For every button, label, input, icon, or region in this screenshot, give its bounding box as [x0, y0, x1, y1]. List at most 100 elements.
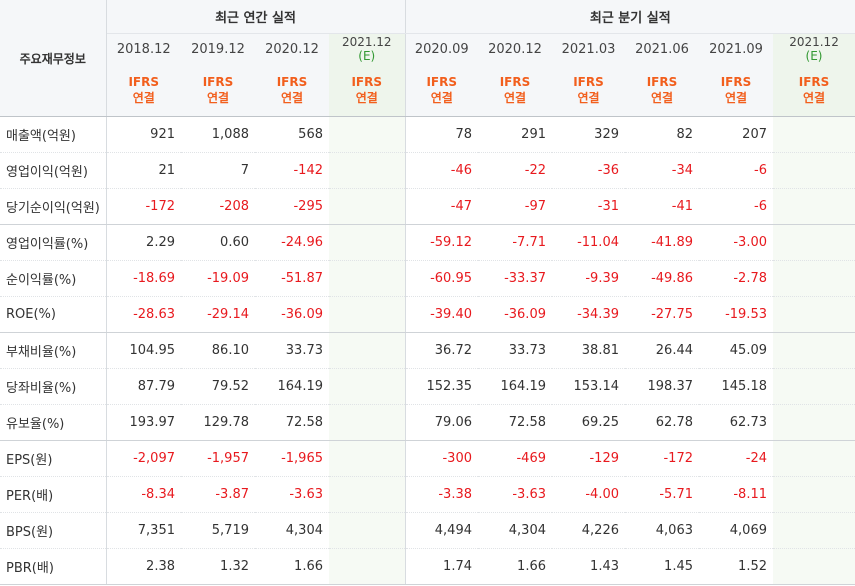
accounting-basis-4: IFRS 연결 — [404, 64, 478, 117]
ifrs-label: IFRS — [646, 75, 678, 89]
period-label: 2021.12 — [789, 35, 839, 49]
value-cell — [329, 296, 405, 333]
period-label: 2021.12 — [341, 35, 392, 49]
consolidation-label: 연결 — [206, 91, 230, 105]
value-cell: -31 — [552, 188, 625, 225]
value-cell — [329, 512, 405, 549]
consolidation-label: 연결 — [430, 91, 453, 105]
table-row: EPS(원) -2,097 -1,957 -1,965 -300 -469 -129 -172… — [0, 440, 855, 477]
consolidation-label: 연결 — [132, 91, 155, 105]
value-cell: 62.73 — [699, 404, 773, 441]
period-label: 2020.12 — [265, 41, 319, 57]
value-cell — [329, 368, 405, 405]
period-header-5: 2020.12 — [478, 33, 552, 64]
quarterly-results-title: 최근 분기 실적 — [404, 0, 855, 34]
value-cell: -142 — [255, 152, 329, 189]
period-label: 2020.12 — [488, 41, 542, 57]
value-cell: -1,965 — [255, 440, 329, 477]
table-row: 영업이익률(%) 2.29 0.60 -24.96 -59.12 -7.71 -11.04-… — [0, 224, 855, 261]
value-cell — [329, 260, 405, 297]
value-cell: 198.37 — [625, 368, 699, 405]
consolidation-label: 연결 — [650, 91, 674, 105]
row-label: 영업이익률(%) — [0, 224, 107, 261]
value-cell: 26.44 — [625, 332, 699, 369]
table-row: 부채비율(%) 104.95 86.10 33.73 36.72 33.73 38.81 26… — [0, 332, 855, 369]
accounting-basis-7: IFRS 연결 — [625, 64, 699, 117]
accounting-basis-2: IFRS 연결 — [255, 64, 329, 117]
value-cell: 145.18 — [699, 368, 773, 405]
ifrs-label: IFRS — [276, 75, 308, 89]
value-cell: -5.71 — [625, 476, 699, 513]
consolidation-label: 연결 — [355, 91, 378, 105]
value-cell: 78 — [404, 116, 478, 153]
period-header-1: 2019.12 — [181, 33, 255, 64]
period-header-9: 2021.12 (E) — [773, 33, 855, 64]
value-cell: -172 — [106, 188, 181, 225]
ifrs-label: IFRS — [499, 75, 531, 89]
value-cell — [329, 224, 405, 261]
value-cell: 38.81 — [552, 332, 625, 369]
accounting-basis-5: IFRS 연결 — [478, 64, 552, 117]
period-label: 2019.12 — [191, 41, 245, 57]
value-cell: -59.12 — [404, 224, 478, 261]
value-cell: -172 — [625, 440, 699, 477]
value-cell: 36.72 — [404, 332, 478, 369]
value-cell: -34.39 — [552, 296, 625, 333]
consolidation-label: 연결 — [724, 91, 748, 105]
table-row: 유보율(%) 193.97 129.78 72.58 79.06 72.58 69.25 62… — [0, 404, 855, 441]
value-cell — [773, 224, 855, 261]
value-cell: 82 — [625, 116, 699, 153]
value-cell: -41.89 — [625, 224, 699, 261]
table-row: BPS(원) 7,351 5,719 4,304 4,494 4,304 4,226 4,06… — [0, 512, 855, 549]
value-cell: -3.87 — [181, 476, 255, 513]
value-cell — [773, 260, 855, 297]
table-row: ROE(%) -28.63 -29.14 -36.09 -39.40 -36.09 -34.… — [0, 296, 855, 333]
value-cell: -6 — [699, 152, 773, 189]
ifrs-label: IFRS — [351, 75, 383, 89]
value-cell: -6 — [699, 188, 773, 225]
period-label: 2021.09 — [709, 41, 763, 57]
value-cell: -18.69 — [106, 260, 181, 297]
value-cell — [773, 296, 855, 333]
period-header-8: 2021.09 — [699, 33, 773, 64]
value-cell: -39.40 — [404, 296, 478, 333]
table-row: 당좌비율(%) 87.79 79.52 164.19 152.35 164.19 153.1… — [0, 368, 855, 405]
value-cell: -22 — [478, 152, 552, 189]
table-row: 순이익률(%) -18.69 -19.09 -51.87 -60.95 -33.37 -9.… — [0, 260, 855, 297]
value-cell: -469 — [478, 440, 552, 477]
value-cell: -11.04 — [552, 224, 625, 261]
value-cell: -36.09 — [478, 296, 552, 333]
value-cell: 921 — [106, 116, 181, 153]
value-cell: -3.00 — [699, 224, 773, 261]
value-cell: 33.73 — [478, 332, 552, 369]
value-cell — [773, 116, 855, 153]
accounting-basis-3: IFRS 연결 — [329, 64, 405, 117]
value-cell: 45.09 — [699, 332, 773, 369]
value-cell — [329, 440, 405, 477]
value-cell: -36 — [552, 152, 625, 189]
estimate-note: (E) — [358, 49, 376, 63]
ifrs-label: IFRS — [426, 75, 458, 89]
value-cell: -3.38 — [404, 476, 478, 513]
value-cell: 87.79 — [106, 368, 181, 405]
value-cell: -41 — [625, 188, 699, 225]
row-label: 당기순이익(억원) — [0, 188, 107, 225]
value-cell — [773, 476, 855, 513]
value-cell: 72.58 — [478, 404, 552, 441]
period-header-0: 2018.12 — [106, 33, 181, 64]
period-label: 2021.06 — [635, 41, 689, 57]
value-cell: -7.71 — [478, 224, 552, 261]
value-cell: 4,494 — [404, 512, 478, 549]
value-cell: 1.43 — [552, 548, 625, 585]
value-cell: 193.97 — [106, 404, 181, 441]
table-row: 영업이익(억원) 21 7 -142 -46 -22 -36 -34 -6 — [0, 152, 855, 189]
value-cell: -97 — [478, 188, 552, 225]
value-cell — [329, 116, 405, 153]
value-cell: 2.38 — [106, 548, 181, 585]
table-body: 매출액(억원) 921 1,088 568 78 291 329 82 207 영업이익(억원) 2… — [0, 116, 855, 585]
period-label: 2018.12 — [116, 41, 171, 57]
value-cell: 5,719 — [181, 512, 255, 549]
row-label: PBR(배) — [0, 548, 107, 585]
table-row: PER(배) -8.34 -3.87 -3.63 -3.38 -3.63 -4.00 -5.7… — [0, 476, 855, 513]
